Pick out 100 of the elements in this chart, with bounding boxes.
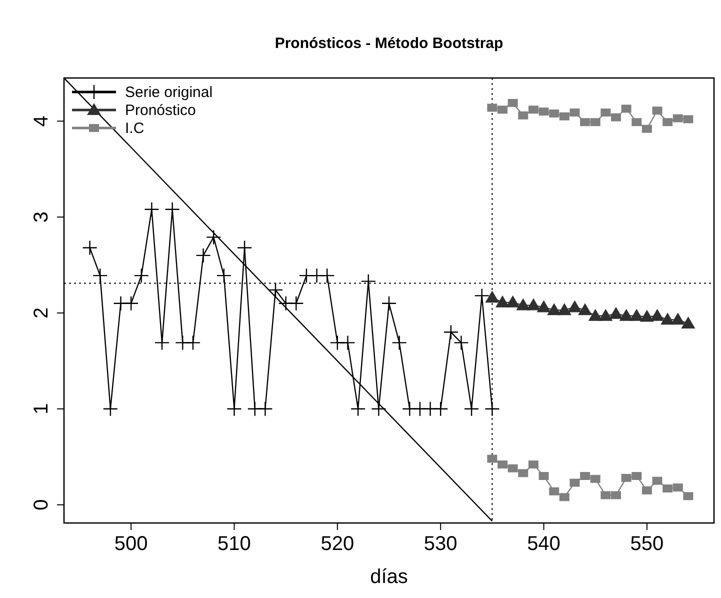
point [568, 300, 582, 312]
point [474, 288, 490, 304]
point [681, 316, 696, 329]
point [528, 460, 538, 468]
point [630, 308, 644, 321]
point [672, 484, 683, 492]
legend-label: Serie original [125, 84, 213, 101]
point [549, 109, 560, 118]
x-tick-label: 530 [424, 533, 458, 555]
point [288, 296, 304, 311]
point [578, 303, 592, 316]
point [621, 104, 632, 113]
point [608, 306, 623, 319]
point [258, 401, 273, 416]
point [484, 401, 500, 416]
point [506, 295, 520, 308]
point [268, 282, 284, 298]
point [600, 491, 611, 500]
point [610, 491, 621, 500]
point [92, 268, 108, 284]
point [144, 202, 160, 217]
point [632, 118, 642, 126]
point [487, 104, 498, 112]
legend-label: I.C [125, 120, 144, 137]
point [683, 492, 694, 500]
point [134, 268, 149, 284]
point [557, 303, 572, 316]
x-tick-label: 550 [630, 533, 664, 555]
point [549, 487, 560, 496]
y-tick-label: 0 [30, 499, 52, 510]
point [392, 335, 407, 350]
x-tick-label: 520 [320, 533, 354, 555]
point [216, 268, 232, 284]
point [660, 312, 675, 325]
point [485, 290, 500, 303]
point [632, 472, 642, 480]
point [598, 308, 613, 321]
point [538, 472, 549, 480]
point [196, 248, 211, 264]
point [650, 308, 664, 321]
point [570, 108, 580, 117]
point [590, 118, 600, 126]
chart-title: Pronósticos - Método Bootstrap [274, 35, 504, 52]
y-tick-label: 4 [30, 116, 52, 127]
point [340, 335, 356, 350]
point [652, 106, 662, 115]
point [559, 493, 570, 502]
point [487, 454, 498, 463]
point [610, 113, 621, 122]
point [619, 308, 634, 321]
point [381, 296, 397, 311]
point [590, 474, 600, 483]
point [518, 469, 528, 478]
point [528, 106, 538, 114]
legend-label: Pronóstico [125, 102, 196, 119]
point [538, 108, 549, 116]
point [588, 308, 602, 321]
x-tick-label: 540 [527, 533, 560, 555]
point [319, 268, 335, 284]
point [547, 303, 562, 316]
point [350, 401, 366, 416]
point [185, 335, 201, 350]
point [508, 464, 518, 472]
point [642, 486, 652, 494]
point [495, 295, 510, 308]
point [640, 310, 654, 322]
point [497, 106, 508, 114]
y-tick-label: 1 [30, 403, 52, 414]
point [662, 118, 673, 126]
point [672, 114, 683, 122]
point [123, 296, 139, 311]
point [454, 335, 469, 350]
point [600, 108, 611, 117]
point [580, 472, 590, 480]
y-tick-label: 2 [30, 307, 52, 319]
point [662, 484, 673, 492]
point [497, 460, 508, 468]
y-tick-label: 3 [30, 212, 52, 223]
point [464, 401, 480, 416]
point [621, 474, 632, 482]
x-tick-label: 500 [114, 533, 148, 555]
point [443, 324, 459, 340]
point [683, 115, 694, 124]
point [516, 298, 530, 310]
point [508, 98, 518, 107]
point [206, 230, 222, 245]
point [526, 298, 540, 310]
point [670, 312, 685, 325]
x-axis-title: días [370, 566, 408, 588]
point [82, 240, 98, 256]
point [580, 118, 590, 126]
point [371, 401, 386, 416]
point [642, 124, 652, 133]
point [652, 476, 662, 485]
point [432, 401, 448, 416]
point [559, 112, 570, 120]
point [570, 478, 580, 487]
x-tick-label: 510 [218, 533, 251, 555]
point [518, 111, 528, 120]
point [536, 300, 551, 312]
